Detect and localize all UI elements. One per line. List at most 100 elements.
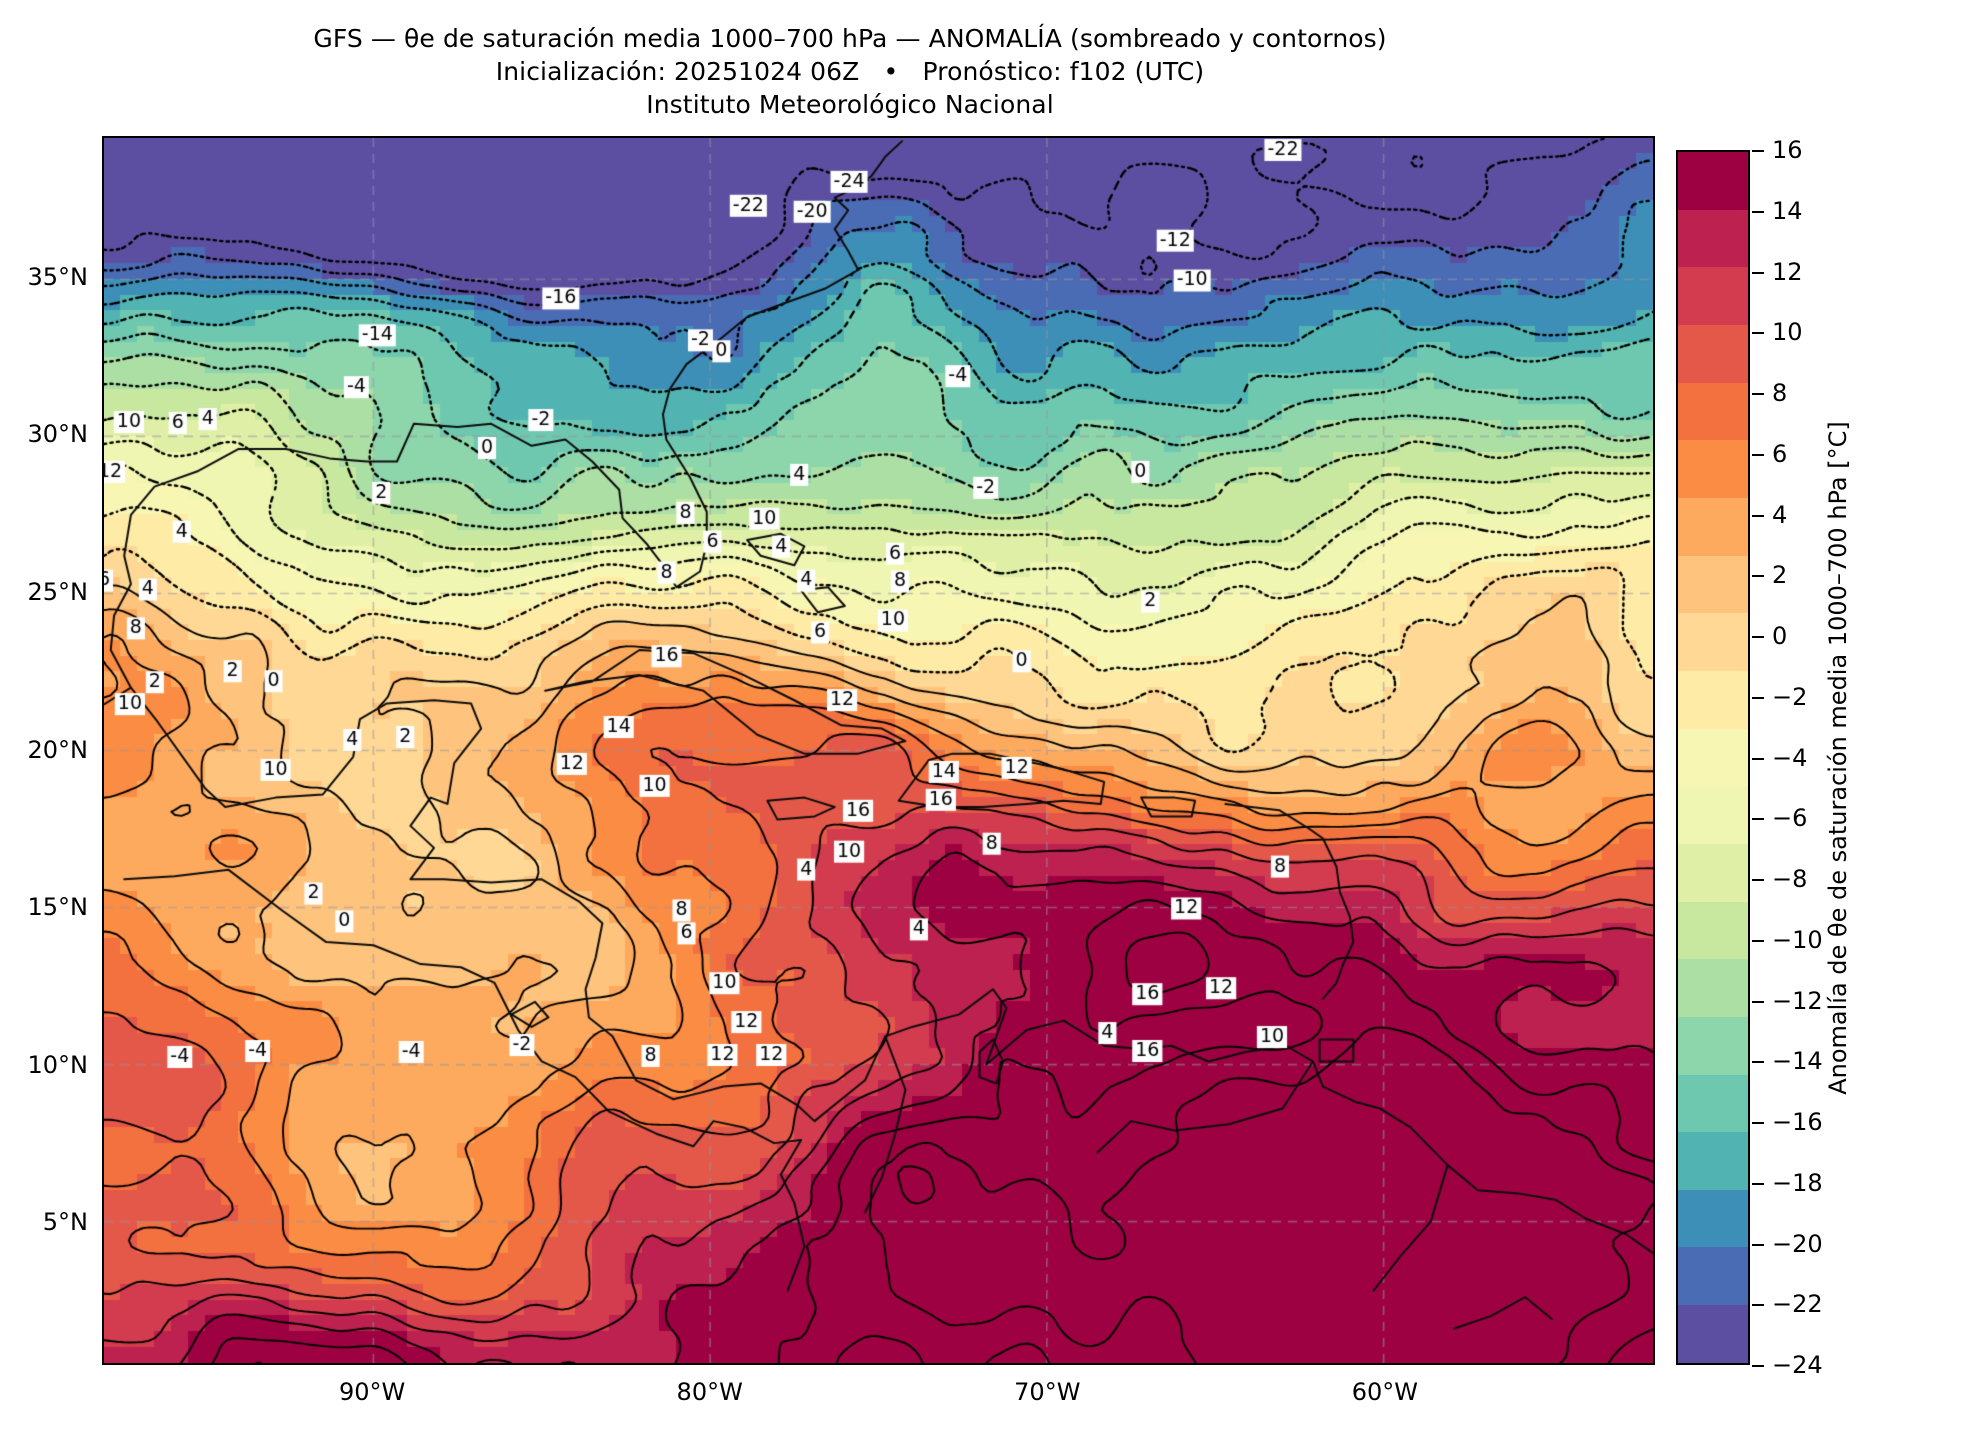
colorbar[interactable] <box>1676 150 1750 1365</box>
tick-mark <box>1752 271 1764 274</box>
tick-mark <box>1752 150 1764 152</box>
tick-value: 14 <box>1772 196 1803 225</box>
tick-value: 4 <box>1772 500 1788 529</box>
colorbar-band <box>1678 497 1748 556</box>
tick-mark <box>1752 453 1764 456</box>
tick-mark <box>1752 636 1764 638</box>
colorbar-tick-label: −4 <box>1752 744 1807 772</box>
tick-mark <box>1752 575 1764 578</box>
tick-value: −12 <box>1772 986 1823 1015</box>
tick-value: −20 <box>1772 1229 1823 1258</box>
longitude-tick-label: 80°W <box>676 1378 743 1406</box>
colorbar-tick-label: −20 <box>1752 1230 1823 1258</box>
tick-mark <box>1752 696 1764 699</box>
tick-value: 6 <box>1772 439 1788 468</box>
colorbar-tick-label: 8 <box>1752 379 1787 407</box>
colorbar-tick-label: 6 <box>1752 440 1787 468</box>
longitude-tick-label: 70°W <box>1014 1378 1081 1406</box>
colorbar-tick-label: 16 <box>1752 136 1803 164</box>
colorbar-band <box>1678 382 1748 441</box>
colorbar-tick-label: −6 <box>1752 804 1807 832</box>
colorbar-tick-label: −12 <box>1752 987 1823 1015</box>
colorbar-tick-label: 0 <box>1752 622 1787 650</box>
tick-mark <box>1752 393 1764 395</box>
tick-value: 0 <box>1772 622 1788 650</box>
map-plot-area[interactable] <box>102 136 1655 1365</box>
tick-value: −14 <box>1772 1047 1823 1076</box>
colorbar-tick-label: −2 <box>1752 683 1807 711</box>
tick-value: 8 <box>1772 379 1788 407</box>
tick-value: −6 <box>1772 804 1808 833</box>
colorbar-band <box>1678 152 1748 210</box>
colorbar-band <box>1678 613 1748 671</box>
colorbar-band <box>1678 1305 1748 1363</box>
colorbar-band <box>1678 440 1748 498</box>
colorbar-tick-label: 2 <box>1752 561 1787 589</box>
tick-value: 10 <box>1772 318 1803 347</box>
tick-value: −8 <box>1772 865 1808 893</box>
latitude-tick-label: 25°N <box>27 577 89 606</box>
colorbar-tick-label: 10 <box>1752 318 1803 346</box>
colorbar-tick-label: 4 <box>1752 501 1787 529</box>
tick-mark <box>1752 1122 1764 1124</box>
colorbar-band <box>1678 1074 1748 1133</box>
colorbar-band <box>1678 324 1748 383</box>
tick-mark <box>1752 1365 1764 1367</box>
tick-mark <box>1752 818 1764 821</box>
tick-mark <box>1752 210 1764 213</box>
colorbar-band <box>1678 1247 1748 1306</box>
tick-mark <box>1752 939 1764 942</box>
colorbar-tick-label: −14 <box>1752 1047 1823 1075</box>
colorbar-band <box>1678 670 1748 729</box>
tick-value: −10 <box>1772 925 1823 954</box>
colorbar-band <box>1678 267 1748 325</box>
tick-mark <box>1752 879 1764 881</box>
tick-mark <box>1752 332 1764 335</box>
title-line-3: Instituto Meteorológico Nacional <box>646 90 1054 119</box>
tick-value: 2 <box>1772 561 1788 590</box>
colorbar-band <box>1678 959 1748 1017</box>
title-line-2: Inicialización: 20251024 06Z • Pronóstic… <box>495 57 1205 86</box>
tick-mark <box>1752 1243 1764 1246</box>
colorbar-axis-label: Anomalía de θe de saturación media 1000–… <box>1824 421 1852 1095</box>
tick-value: −2 <box>1772 682 1808 711</box>
colorbar-tick-label: −22 <box>1752 1290 1823 1318</box>
colorbar-band <box>1678 843 1748 902</box>
latitude-tick-label: 30°N <box>27 420 89 449</box>
colorbar-band <box>1678 728 1748 787</box>
latitude-tick-label: 10°N <box>27 1050 89 1079</box>
colorbar-tick-label: 14 <box>1752 197 1803 225</box>
colorbar-tick-label: −18 <box>1752 1169 1823 1197</box>
colorbar-tick-label: 12 <box>1752 258 1803 286</box>
colorbar-band <box>1678 1132 1748 1190</box>
colorbar-band <box>1678 786 1748 844</box>
tick-value: −22 <box>1772 1290 1823 1319</box>
colorbar-tick-label: −16 <box>1752 1108 1823 1136</box>
tick-value: −4 <box>1772 743 1808 772</box>
longitude-tick-label: 90°W <box>338 1378 406 1406</box>
latitude-tick-label: 15°N <box>27 893 89 922</box>
latitude-tick-label: 35°N <box>27 262 89 291</box>
tick-value: −18 <box>1772 1168 1823 1197</box>
colorbar-band <box>1678 209 1748 268</box>
colorbar-tick-label: −10 <box>1752 926 1823 954</box>
latitude-tick-label: 20°N <box>27 735 89 764</box>
tick-value: −16 <box>1772 1108 1823 1136</box>
colorbar-tick-label: −24 <box>1752 1351 1823 1379</box>
tick-mark <box>1752 514 1764 517</box>
colorbar-band <box>1678 901 1748 960</box>
anomaly-heatmap-canvas <box>104 138 1653 1363</box>
tick-value: 16 <box>1772 136 1803 164</box>
tick-mark <box>1752 1182 1764 1185</box>
tick-value: 12 <box>1772 257 1803 286</box>
colorbar-band <box>1678 555 1748 614</box>
tick-value: −24 <box>1772 1351 1823 1379</box>
longitude-tick-label: 60°W <box>1351 1378 1419 1406</box>
tick-mark <box>1752 757 1764 760</box>
colorbar-band <box>1678 1016 1748 1075</box>
tick-mark <box>1752 1304 1764 1307</box>
title-line-1: GFS — θe de saturación media 1000–700 hP… <box>313 24 1387 53</box>
colorbar-band <box>1678 1189 1748 1248</box>
colorbar-tick-label: −8 <box>1752 865 1807 893</box>
figure-title-block: GFS — θe de saturación media 1000–700 hP… <box>0 22 1700 121</box>
